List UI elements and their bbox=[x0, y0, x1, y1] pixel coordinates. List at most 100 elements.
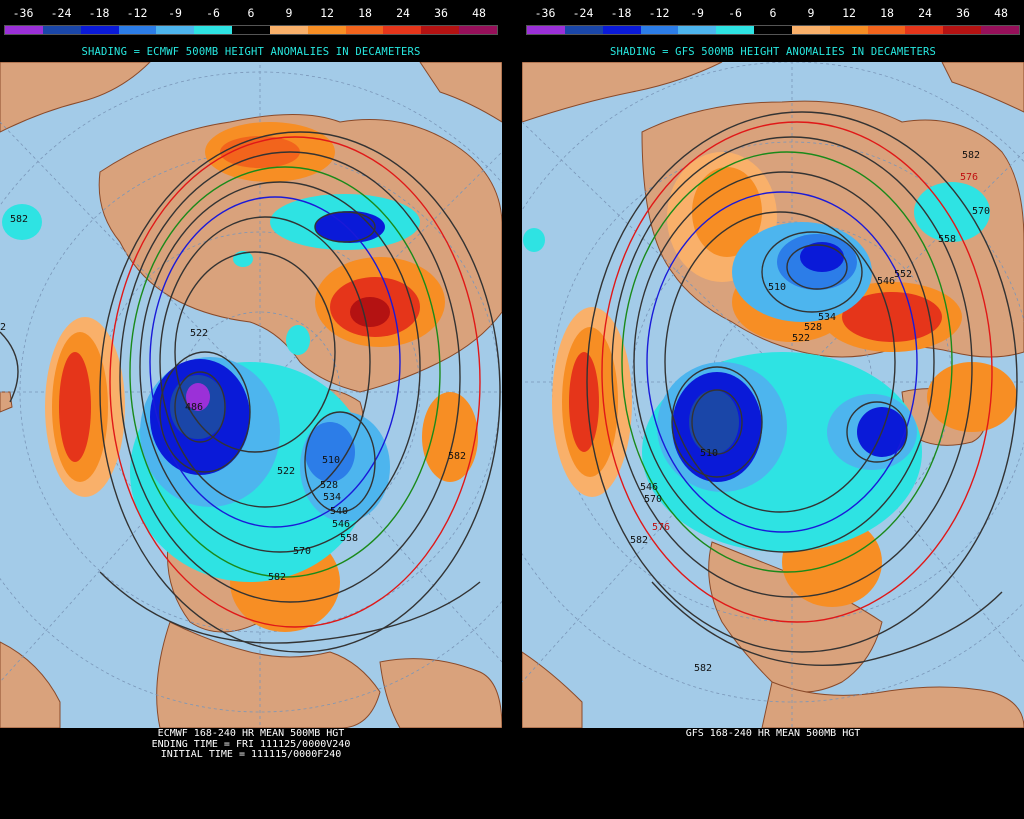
scale-tick: 36 bbox=[434, 6, 448, 20]
contour-label: 546 bbox=[332, 519, 350, 530]
contour-label: 552 bbox=[894, 269, 912, 280]
contour-label: 570 bbox=[644, 494, 662, 505]
scale-tick: -24 bbox=[50, 6, 72, 20]
contour-line bbox=[99, 131, 501, 653]
shading-title: SHADING = ECMWF 500MB HEIGHT ANOMALIES I… bbox=[81, 46, 421, 58]
scale-tick: -36 bbox=[12, 6, 34, 20]
scale-color-swatch bbox=[905, 26, 944, 34]
scale-tick: -12 bbox=[648, 6, 670, 20]
contour-label: 576 bbox=[960, 172, 978, 183]
contour-line bbox=[314, 211, 376, 243]
contour-line bbox=[786, 244, 848, 290]
scale-color-swatch bbox=[80, 26, 119, 34]
scale-tick: 6 bbox=[247, 6, 255, 20]
contour-line bbox=[664, 211, 896, 513]
scale-color-swatch bbox=[829, 26, 868, 34]
contour-label: 528 bbox=[320, 480, 338, 491]
scale-color-swatch bbox=[602, 26, 641, 34]
contour-label: 582 bbox=[448, 451, 466, 462]
scale-color-swatch bbox=[345, 26, 384, 34]
scale-tick: 24 bbox=[396, 6, 410, 20]
contour-line bbox=[671, 366, 763, 478]
scale-color-swatch bbox=[564, 26, 603, 34]
polar-map-svg: 582 522 486 522 510 528 534 540 546 558 … bbox=[0, 62, 502, 728]
scale-color-swatch bbox=[459, 26, 497, 34]
positive-anomaly bbox=[569, 352, 599, 452]
negative-anomaly bbox=[800, 242, 844, 272]
scale-color-swatch bbox=[232, 26, 270, 34]
contour-line bbox=[119, 151, 461, 603]
contour-line bbox=[621, 151, 953, 573]
scale-color-swatch bbox=[640, 26, 679, 34]
scale-tick: 36 bbox=[956, 6, 970, 20]
gfs-map: 582 576 570 558 552 546 510 534 528 522 … bbox=[522, 62, 1024, 728]
contour-label: 510 bbox=[700, 448, 718, 459]
negative-anomaly bbox=[305, 422, 355, 482]
contour-label: 486 bbox=[185, 402, 203, 413]
ecmwf-panel: -36 -24 -18 -12 -9 -6 6 9 12 18 24 36 48… bbox=[0, 0, 502, 819]
caption-line: GFS 168-240 HR MEAN 500MB HGT bbox=[685, 728, 861, 739]
scale-tick: -6 bbox=[728, 6, 742, 20]
scale-color-swatch bbox=[527, 26, 565, 34]
anomaly-shading bbox=[2, 122, 478, 632]
contour-label: 558 bbox=[938, 234, 956, 245]
ecmwf-map: 582 522 486 522 510 528 534 540 546 558 … bbox=[0, 62, 502, 728]
scale-color-swatch bbox=[307, 26, 346, 34]
contour-label: 576 bbox=[652, 522, 670, 533]
shading-title: SHADING = GFS 500MB HEIGHT ANOMALIES IN … bbox=[609, 46, 937, 58]
scale-color-swatch bbox=[716, 26, 755, 34]
contour-label: 510 bbox=[768, 282, 786, 293]
scale-tick: 9 bbox=[285, 6, 293, 20]
negative-anomaly bbox=[233, 251, 253, 267]
contour-line bbox=[611, 136, 973, 598]
positive-anomaly bbox=[59, 352, 91, 462]
map-caption: ECMWF 168-240 HR MEAN 500MB HGT ENDING T… bbox=[0, 728, 502, 761]
contour-labels: 582 576 570 558 552 546 510 534 528 522 … bbox=[630, 150, 990, 674]
contour-line bbox=[651, 581, 1003, 666]
contour-label: 510 bbox=[322, 455, 340, 466]
scale-tick: -18 bbox=[88, 6, 110, 20]
scale-color-swatch bbox=[981, 26, 1019, 34]
scale-color-swatch bbox=[678, 26, 717, 34]
scale-color-swatch bbox=[194, 26, 233, 34]
scale-tick-labels: -36 -24 -18 -12 -9 -6 6 9 12 18 24 36 48 bbox=[4, 4, 498, 22]
scale-color-swatch bbox=[5, 26, 43, 34]
scale-color-swatch bbox=[421, 26, 460, 34]
negative-anomaly bbox=[2, 204, 42, 240]
contour-label: 582 bbox=[694, 663, 712, 674]
positive-anomaly bbox=[350, 297, 390, 327]
contour-line bbox=[646, 191, 918, 533]
scale-color-swatch bbox=[156, 26, 195, 34]
contour-label: 558 bbox=[340, 533, 358, 544]
scale-tick: -36 bbox=[534, 6, 556, 20]
contour-line bbox=[159, 351, 251, 473]
scale-tick: 18 bbox=[880, 6, 894, 20]
scale-tick: 48 bbox=[994, 6, 1008, 20]
panel-divider bbox=[502, 0, 522, 819]
contour-label: 582 bbox=[10, 214, 28, 225]
contour-label: 528 bbox=[804, 322, 822, 333]
polar-map-svg: 582 576 570 558 552 546 510 534 528 522 … bbox=[522, 62, 1024, 728]
scale-tick: 6 bbox=[769, 6, 777, 20]
contour-line bbox=[633, 171, 935, 553]
scale-tick: 12 bbox=[842, 6, 856, 20]
scale-tick: -9 bbox=[168, 6, 182, 20]
contour-label: 540 bbox=[330, 506, 348, 517]
contour-label: 534 bbox=[818, 312, 836, 323]
caption-line: INITIAL TIME = 111115/0000F240 bbox=[160, 749, 342, 760]
scale-tick: -9 bbox=[690, 6, 704, 20]
contour-line bbox=[174, 251, 336, 453]
scale-tick: -6 bbox=[206, 6, 220, 20]
scale-tick-labels: -36 -24 -18 -12 -9 -6 6 9 12 18 24 36 48 bbox=[526, 4, 1020, 22]
scale-tick: 24 bbox=[918, 6, 932, 20]
contour-label: 534 bbox=[323, 492, 341, 503]
positive-anomaly bbox=[927, 362, 1017, 432]
contour-label: 570 bbox=[972, 206, 990, 217]
negative-anomaly bbox=[689, 390, 739, 454]
positive-anomaly bbox=[692, 167, 762, 257]
positive-anomaly bbox=[842, 292, 942, 342]
contour-label: 570 bbox=[293, 546, 311, 557]
contour-line bbox=[586, 111, 1018, 653]
scale-color-bar bbox=[526, 25, 1020, 35]
contour-line bbox=[99, 571, 481, 644]
